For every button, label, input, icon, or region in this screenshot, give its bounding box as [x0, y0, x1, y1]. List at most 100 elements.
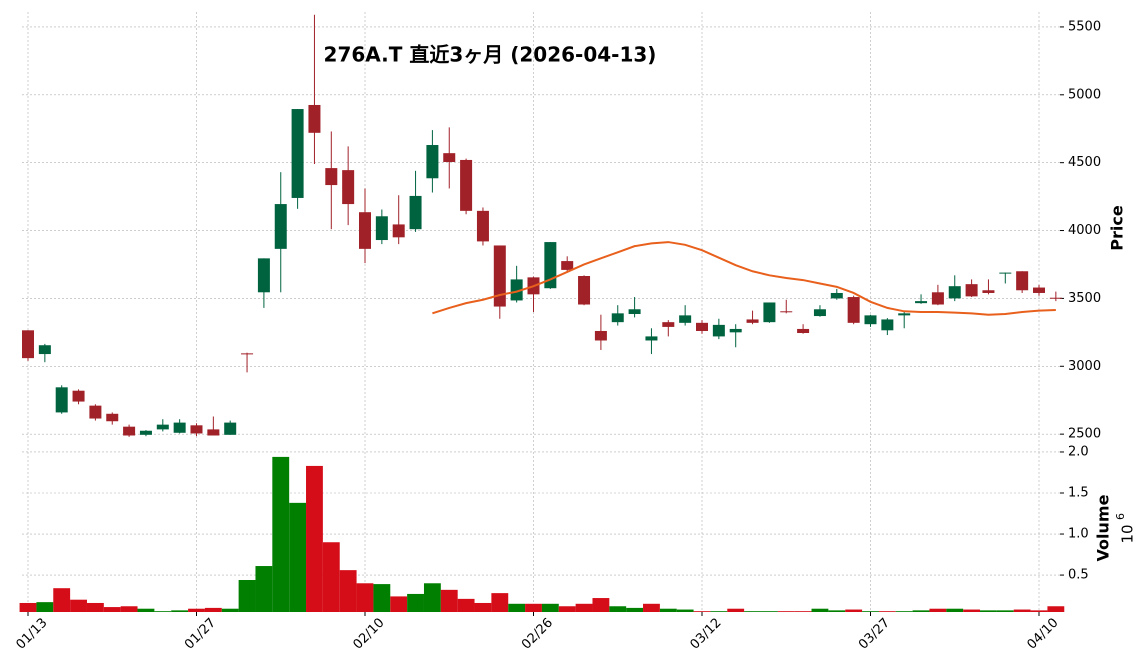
volume-bar — [1047, 606, 1065, 612]
candle-body — [847, 297, 860, 323]
volume-bar — [86, 602, 104, 612]
candle-body — [106, 413, 119, 422]
y-tick-label: 5500 — [1068, 19, 1101, 34]
candle-body — [864, 315, 877, 325]
candle-body — [1033, 287, 1045, 293]
candle-body — [359, 212, 371, 249]
candle-body — [544, 242, 557, 289]
volume-bar — [777, 611, 795, 612]
moving-average — [432, 241, 1056, 316]
candle-body — [156, 424, 169, 430]
candle-body — [594, 330, 607, 341]
candle-body — [443, 153, 456, 162]
volume-bar — [36, 602, 54, 612]
volume-bar — [238, 579, 256, 612]
candle-body — [476, 210, 489, 242]
candle-body — [207, 429, 220, 436]
volume-bar — [390, 596, 408, 612]
volume-bar — [356, 583, 374, 612]
volume-bar — [794, 611, 812, 612]
candle-body — [308, 104, 321, 133]
volume-bar — [19, 602, 37, 612]
candle-body — [190, 425, 203, 434]
volume-bar — [929, 608, 947, 612]
volume-bar — [339, 570, 357, 612]
candle-body — [241, 353, 254, 355]
x-tick-label: 04/10 — [1024, 615, 1061, 652]
candle-body — [173, 422, 186, 433]
chart-title: 276A.T 直近3ヶ月 (2026-04-13) — [324, 43, 657, 67]
volume-bar — [457, 598, 475, 612]
candle-body — [965, 284, 978, 297]
volume-bar — [592, 598, 610, 612]
volume-bar — [895, 611, 913, 612]
y-tick-label: 4500 — [1068, 155, 1101, 170]
y-tick-label: 4000 — [1068, 223, 1101, 238]
volume-bar — [272, 456, 290, 612]
volume-bar — [137, 608, 155, 612]
volume-bar — [996, 610, 1014, 612]
candle-body — [139, 430, 152, 435]
volume-bar — [204, 607, 222, 612]
volume-bar — [1030, 610, 1048, 612]
volume-bar — [744, 611, 761, 612]
candle-body — [257, 258, 270, 293]
y-tick-label: 1.0 — [1068, 527, 1089, 542]
volume-bar — [525, 603, 542, 612]
candle-body — [813, 309, 826, 317]
volume-scale: 10 6 — [1114, 513, 1137, 544]
volume-bar — [828, 610, 846, 612]
volume-scale-base: 10 — [1119, 524, 1137, 543]
x-tick-label: 02/26 — [519, 615, 556, 652]
volume-bar — [306, 465, 323, 612]
volume-bar — [912, 610, 930, 612]
candle-body — [123, 426, 136, 436]
candle-body — [982, 290, 995, 293]
volume-bar — [103, 607, 121, 612]
volume-label: Volume — [1094, 494, 1113, 561]
y-tick-label: 2500 — [1068, 427, 1101, 442]
volume-bar — [154, 611, 172, 612]
candle-body — [696, 322, 708, 331]
x-tick-label: 03/12 — [687, 615, 724, 652]
candle-body — [898, 313, 911, 316]
volume-bar — [727, 608, 745, 612]
candle-body — [274, 204, 287, 249]
candle-body — [38, 345, 51, 355]
candle-body — [342, 170, 355, 205]
candle-body — [89, 405, 102, 419]
candle-body — [746, 319, 759, 323]
volume-bar — [221, 608, 239, 612]
volume-scale-exponent: 6 — [1114, 513, 1127, 520]
candle-body — [224, 422, 237, 435]
volume-bar — [474, 602, 492, 612]
volume-bar — [811, 608, 829, 612]
volume-bar — [980, 610, 997, 612]
candle-body — [830, 292, 843, 299]
candle-body — [763, 302, 776, 323]
volume-bar — [322, 542, 340, 612]
candle-body — [460, 159, 473, 211]
candle-body — [55, 387, 68, 413]
candle-body — [426, 145, 439, 179]
candle-body — [881, 319, 894, 331]
volume-bar — [626, 607, 644, 612]
volume-bar — [373, 584, 391, 612]
volume-bar — [407, 593, 424, 612]
y-tick-label: 3500 — [1068, 291, 1101, 306]
volume-bar — [643, 603, 660, 612]
candle-body — [1049, 297, 1062, 299]
candle-body — [948, 286, 961, 299]
candle-body — [628, 309, 641, 315]
x-tick-label: 01/13 — [13, 615, 50, 652]
candle-body — [578, 276, 591, 305]
candle-body — [915, 301, 928, 304]
volume-bar — [946, 608, 964, 612]
volume-bar — [710, 611, 728, 612]
volume-bar — [53, 588, 71, 612]
volume-bar — [423, 583, 441, 612]
volume-bar — [878, 611, 896, 612]
candle-body — [645, 336, 658, 341]
candle-body — [1016, 271, 1029, 291]
